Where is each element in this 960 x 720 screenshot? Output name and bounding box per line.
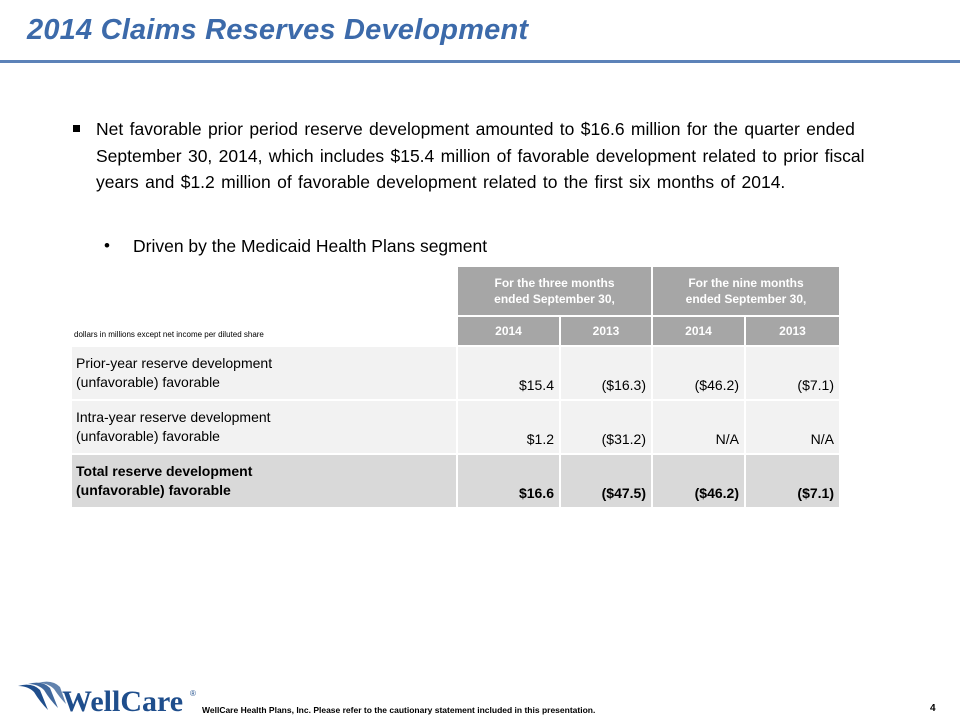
table-cell: ($7.1) [745,454,841,509]
table-cell: $15.4 [457,346,561,401]
row-label-line2: (unfavorable) favorable [76,428,220,444]
table-cell: N/A [652,400,746,455]
row-label-line1: Prior-year reserve development [76,355,273,371]
table-cell: ($16.3) [560,346,653,401]
table-cell: $1.2 [457,400,561,455]
header-blank-cell [72,267,458,317]
table-cell: ($46.2) [652,454,746,509]
year-header: 2014 [457,316,561,347]
table-row-total: Total reserve development (unfavorable) … [72,454,841,509]
row-label-line2: (unfavorable) favorable [76,374,220,390]
header-nine-months: For the nine months ended September 30, [652,267,841,317]
year-header: 2014 [652,316,746,347]
main-bullet: Net favorable prior period reserve devel… [73,116,886,196]
square-bullet-icon [73,125,80,132]
table-row-intra-year: Intra-year reserve development (unfavora… [72,400,841,455]
table-cell: ($47.5) [560,454,653,509]
sub-bullet-text: Driven by the Medicaid Health Plans segm… [133,236,488,256]
table-cell: $16.6 [457,454,561,509]
header-three-months-line1: For the three months [494,276,615,290]
row-label: Total reserve development (unfavorable) … [72,454,458,509]
table-cell: ($31.2) [560,400,653,455]
row-label-line2: (unfavorable) favorable [76,482,231,498]
wellcare-wave-icon [18,681,66,710]
header-nine-months-line2: ended September 30, [685,292,807,306]
row-label-line1: Intra-year reserve development [76,409,271,425]
table-cell: ($46.2) [652,346,746,401]
unit-note: dollars in millions except net income pe… [72,316,458,347]
year-header: 2013 [745,316,841,347]
logo-wordmark: WellCare [62,685,183,716]
slide-title: 2014 Claims Reserves Development [27,14,529,46]
group-header-row: For the three months ended September 30,… [72,267,841,317]
title-divider [0,60,960,63]
reserve-development-table: For the three months ended September 30,… [72,267,841,509]
row-label-line1: Total reserve development [76,463,253,479]
table-cell: ($7.1) [745,346,841,401]
wellcare-logo: WellCare ® [18,681,196,716]
row-label: Intra-year reserve development (unfavora… [72,400,458,455]
header-nine-months-line1: For the nine months [688,276,804,290]
year-header-row: dollars in millions except net income pe… [72,316,841,347]
dot-bullet-icon: • [104,236,110,255]
year-header: 2013 [560,316,653,347]
header-three-months: For the three months ended September 30, [457,267,653,317]
main-bullet-text: Net favorable prior period reserve devel… [96,119,865,192]
table-row-prior-year: Prior-year reserve development (unfavora… [72,346,841,401]
table-cell: N/A [745,400,841,455]
logo-registered-mark: ® [190,689,196,698]
header-three-months-line2: ended September 30, [494,292,615,306]
page-number: 4 [930,703,936,714]
footer-disclaimer: WellCare Health Plans, Inc. Please refer… [202,705,596,715]
row-label: Prior-year reserve development (unfavora… [72,346,458,401]
sub-bullet: • Driven by the Medicaid Health Plans se… [104,235,733,257]
